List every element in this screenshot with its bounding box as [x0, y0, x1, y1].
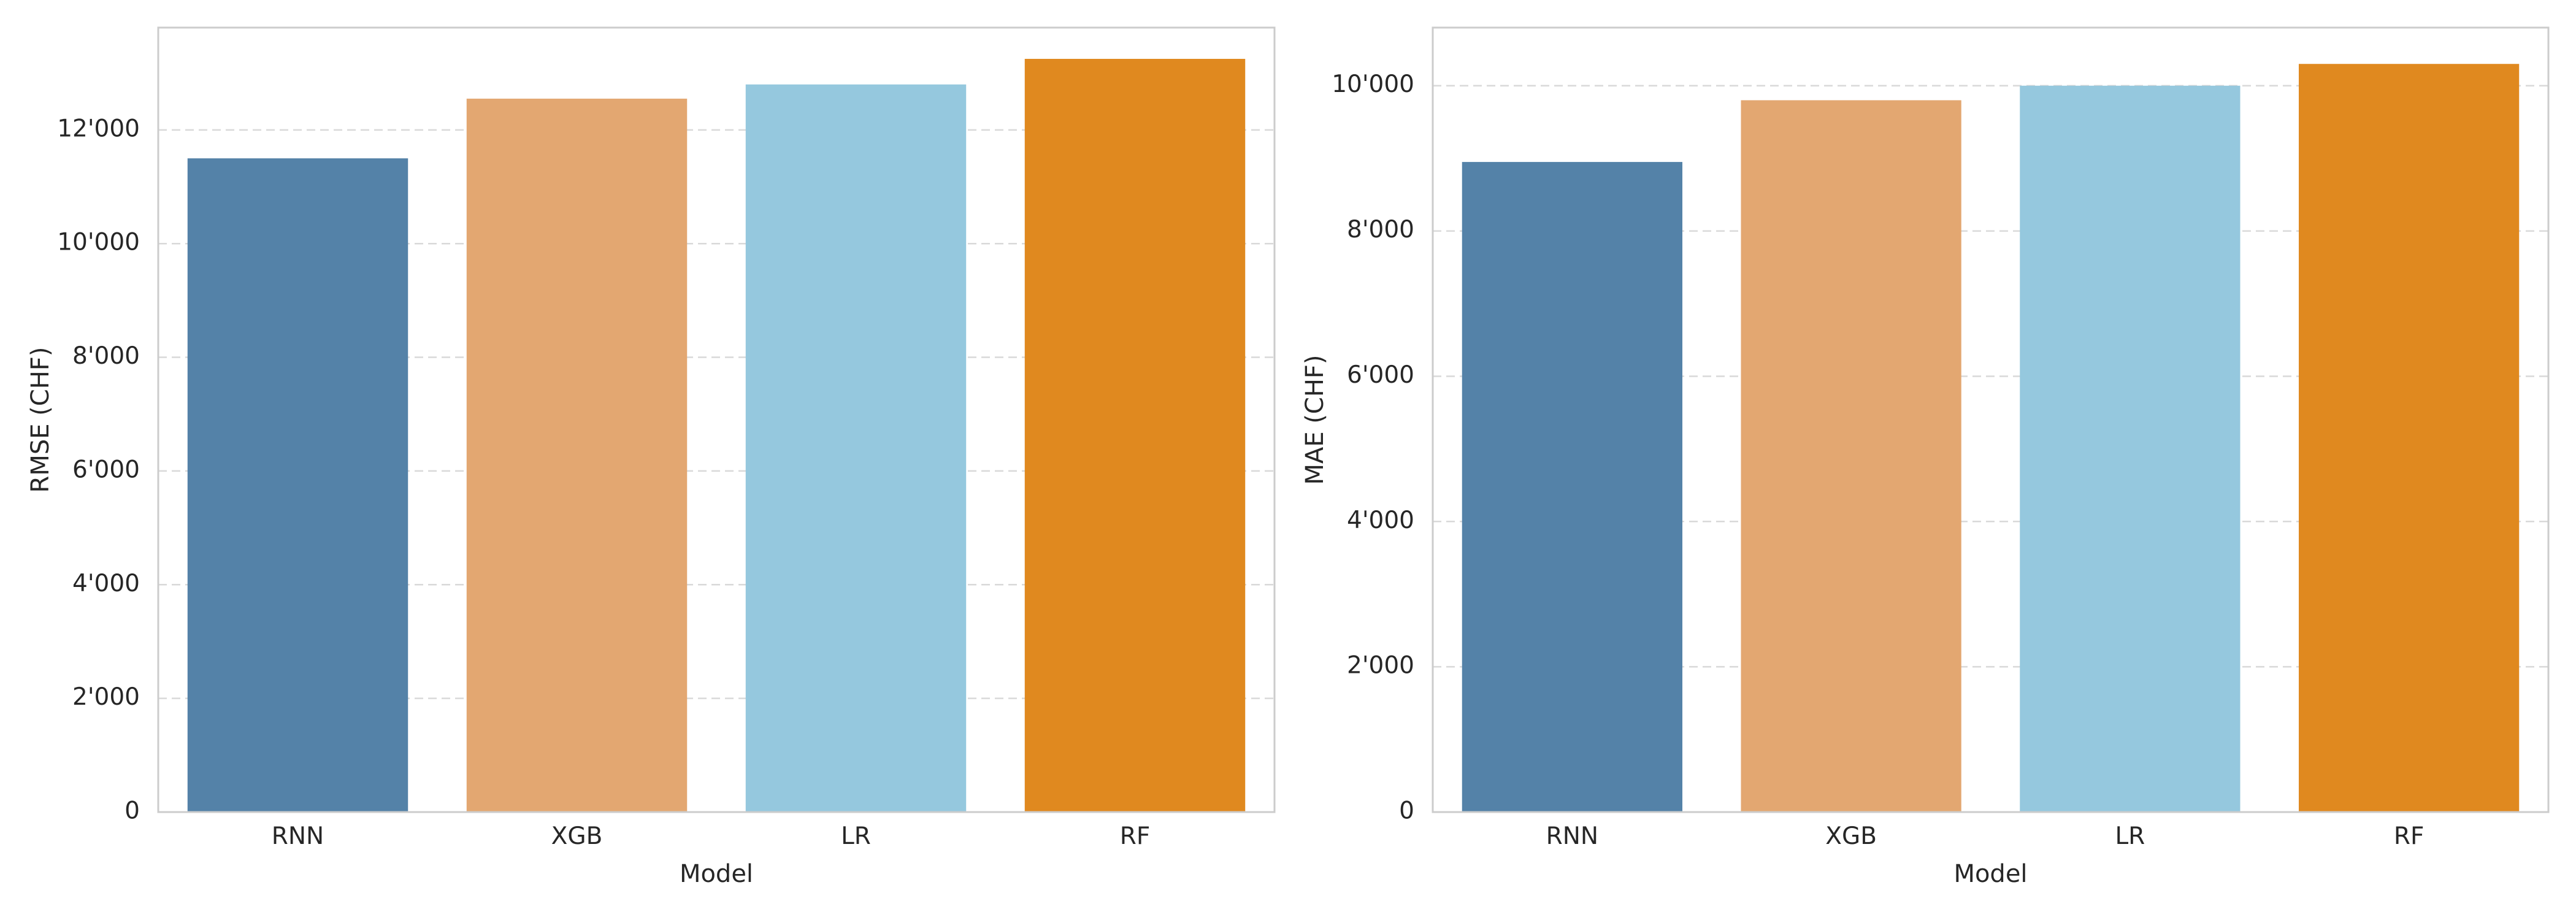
rmse-axes-frame: [157, 26, 1276, 813]
mae-xtick-label: RF: [2394, 822, 2425, 850]
mae-ytick-label: 10'000: [1332, 71, 1414, 98]
mae-xtick-label: LR: [2115, 822, 2145, 850]
rmse-bar-lr: [745, 84, 967, 812]
mae-ytick-label: 4'000: [1347, 507, 1414, 534]
mae-xtick-label: XGB: [1825, 822, 1877, 850]
mae-ytick-label: 0: [1399, 797, 1414, 825]
mae-ylabel: MAE (CHF): [1301, 355, 1329, 485]
mae-xlabel: Model: [1953, 860, 2027, 888]
rmse-xtick-label: RNN: [272, 822, 324, 850]
rmse-ytick-label: 4'000: [72, 570, 140, 597]
rmse-ytick-label: 12'000: [57, 115, 140, 142]
mae-axes-frame: [1432, 26, 2550, 813]
rmse-xlabel: Model: [680, 860, 753, 888]
rmse-ytick-label: 8'000: [72, 342, 140, 370]
mae-xtick-label: RNN: [1546, 822, 1598, 850]
rmse-ylabel: RMSE (CHF): [26, 347, 55, 493]
mae-ytick-label: 2'000: [1347, 652, 1414, 680]
mae-chart: 0 2'000 4'000 6'000 8'000 10'000 RNN XGB LR RF Mod…: [1301, 26, 2550, 888]
rmse-chart: 0 2'000 4'000 6'000 8'000 10'000 12'000 RNN XGB L…: [26, 26, 1276, 888]
mae-bar-lr: [2020, 85, 2241, 813]
rmse-bar-xgb: [466, 98, 688, 813]
rmse-xtick-label: XGB: [551, 822, 603, 850]
rmse-ytick-label: 6'000: [72, 456, 140, 483]
mae-bar-rnn: [1462, 162, 1683, 813]
rmse-xtick-label: LR: [841, 822, 871, 850]
rmse-bar-rnn: [187, 158, 408, 813]
mae-ytick-label: 6'000: [1347, 361, 1414, 389]
rmse-ytick-label: 2'000: [72, 683, 140, 711]
mae-bar-xgb: [1741, 100, 1961, 813]
mae-ytick-label: 8'000: [1347, 216, 1414, 243]
rmse-xtick-label: RF: [1120, 822, 1151, 850]
rmse-ytick-label: 10'000: [57, 229, 140, 256]
rmse-bar-rf: [1024, 58, 1246, 813]
mae-bar-rf: [2298, 64, 2520, 812]
rmse-ytick-label: 0: [125, 797, 140, 825]
